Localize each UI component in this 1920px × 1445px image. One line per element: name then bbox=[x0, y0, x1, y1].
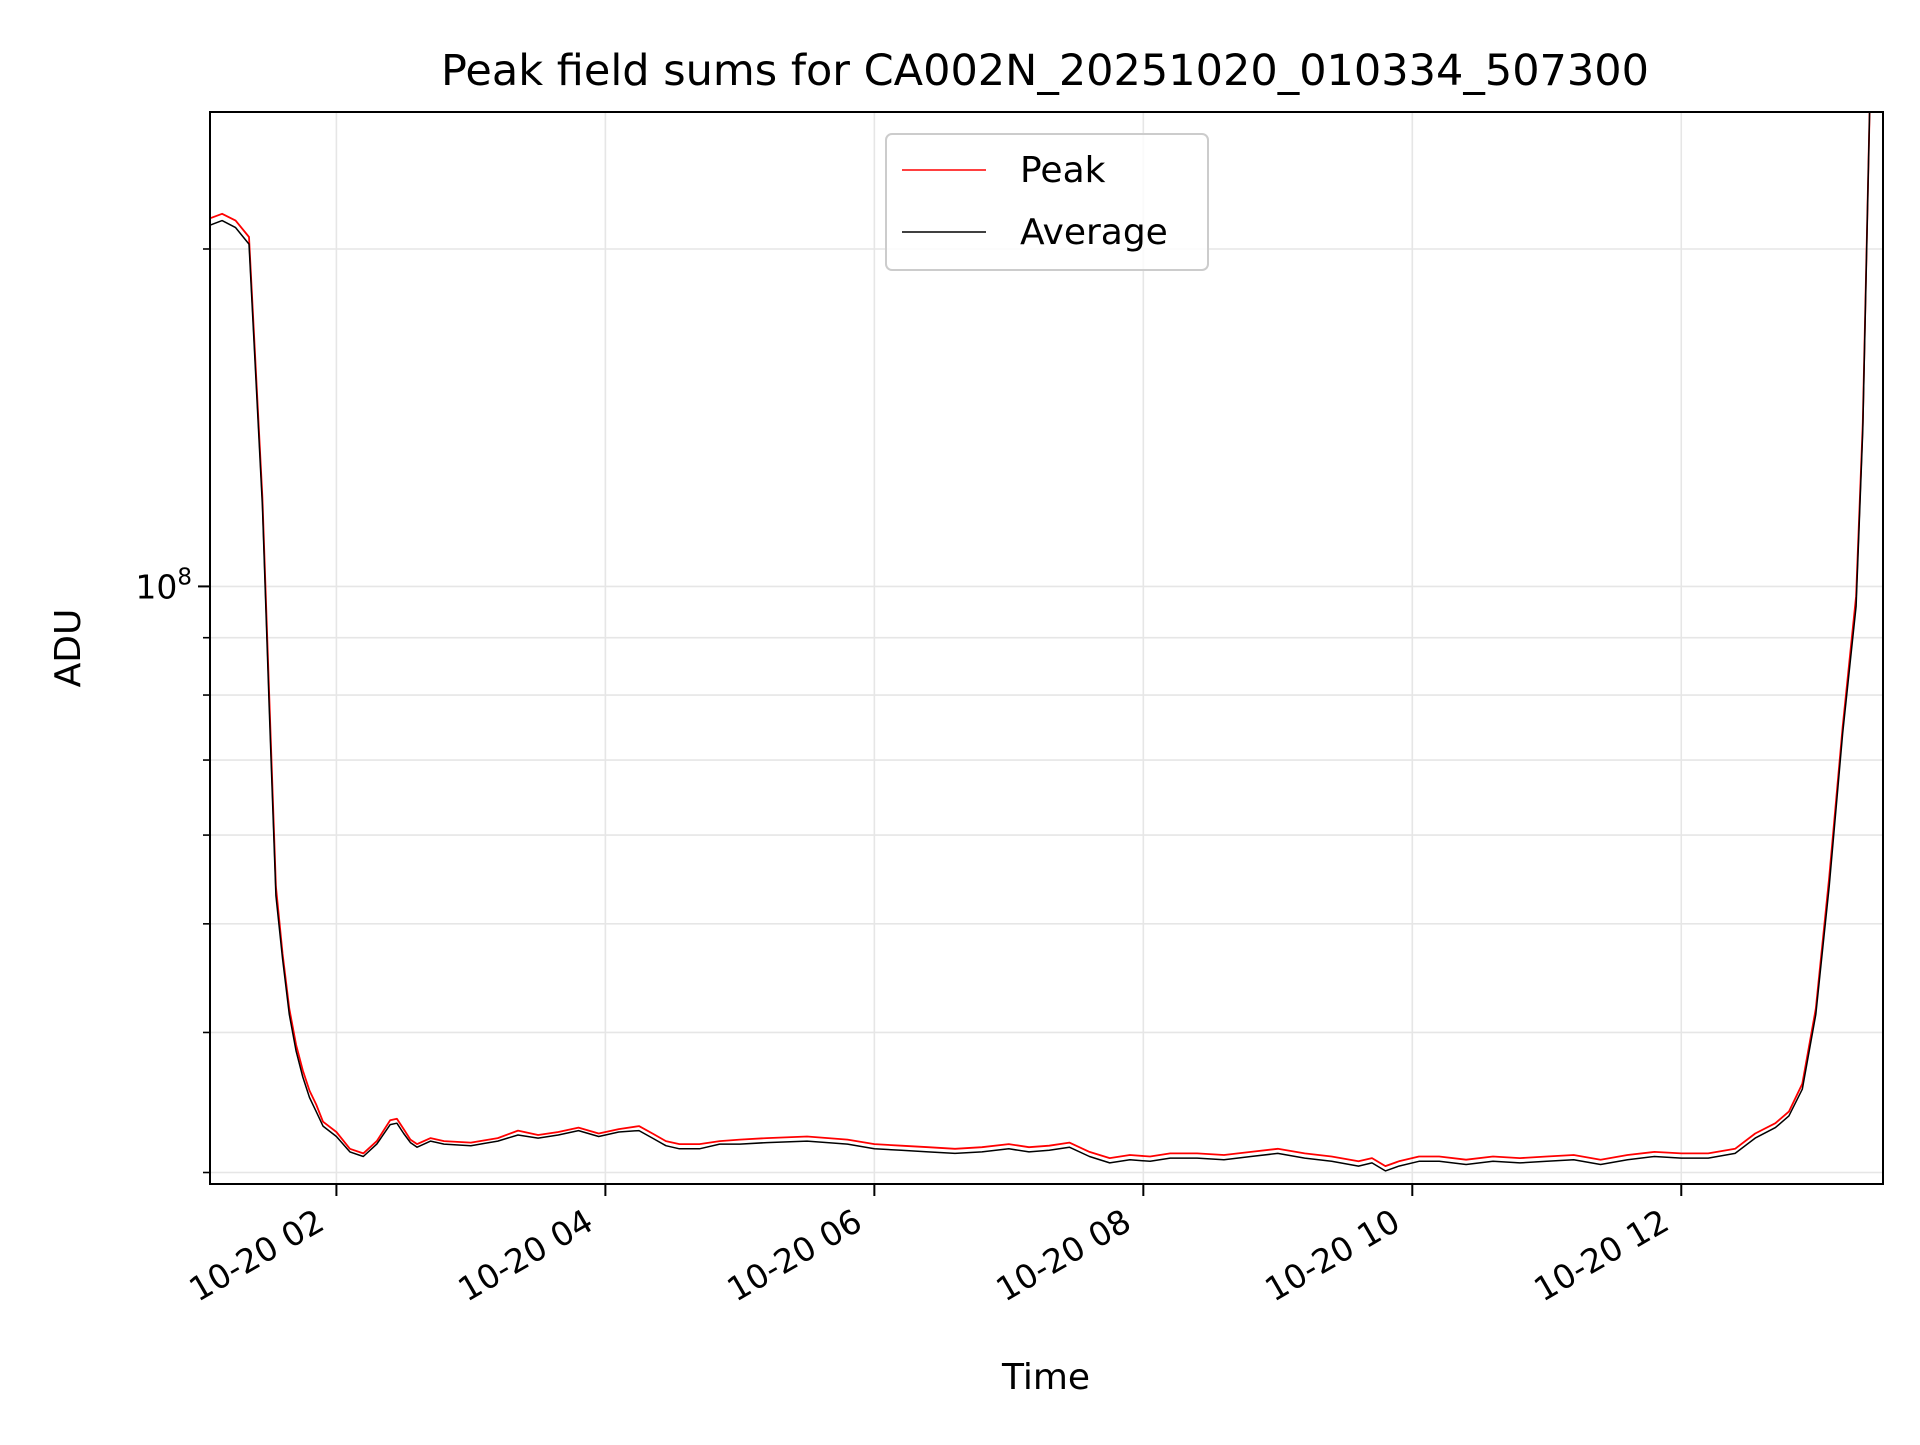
legend: Peak Average bbox=[885, 133, 1209, 271]
x-axis-label: Time bbox=[1001, 1357, 1090, 1398]
legend-label-peak: Peak bbox=[1020, 150, 1106, 191]
y-axis-label: ADU bbox=[48, 609, 89, 688]
series-layer bbox=[210, 112, 1871, 1172]
plot-frame bbox=[209, 111, 1884, 1185]
series-line-peak bbox=[210, 112, 1871, 1167]
legend-box bbox=[885, 133, 1209, 271]
chart-title: Peak field sums for CA002N_20251020_0103… bbox=[441, 46, 1649, 96]
legend-label-average: Average bbox=[1020, 212, 1168, 253]
series-line-average bbox=[210, 112, 1871, 1172]
y-tick-label-0: 108 bbox=[135, 564, 192, 606]
